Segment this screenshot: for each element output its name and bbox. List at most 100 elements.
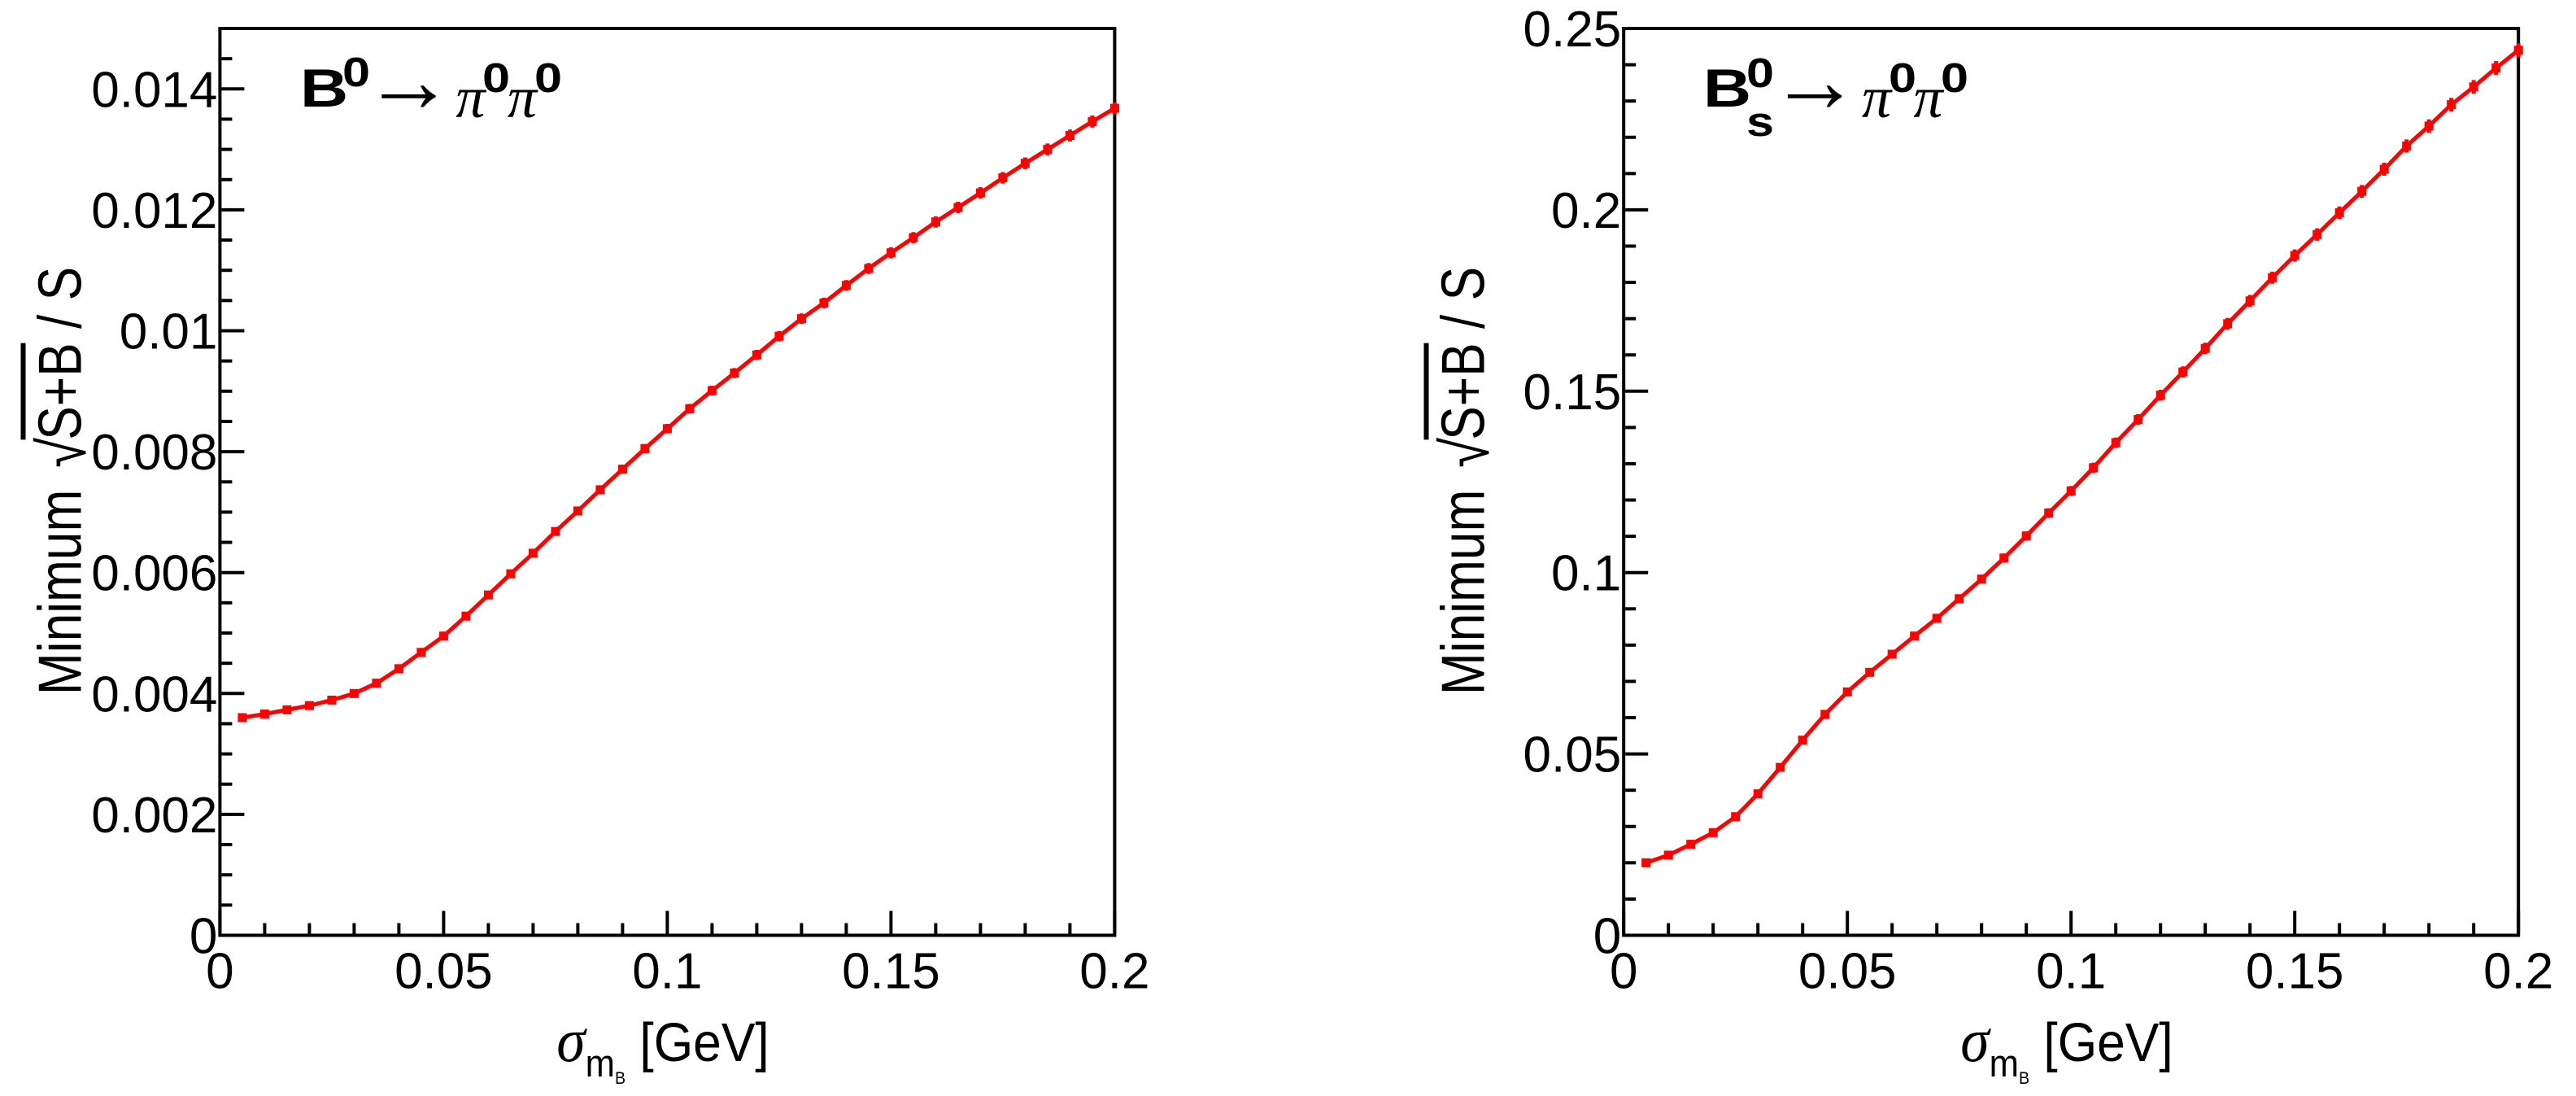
data-point-marker [2491, 63, 2501, 73]
data-point-marker [2021, 531, 2031, 541]
y-axis-title-right: Minimum √S+B / S [1423, 267, 1503, 695]
data-point-marker [372, 679, 381, 688]
data-point-marker [394, 664, 403, 674]
data-point-marker [1663, 850, 1673, 860]
data-point-marker [1932, 613, 1942, 623]
data-point-marker [707, 386, 717, 395]
data-point-marker [685, 404, 695, 413]
x-axis-ticks [218, 910, 1117, 934]
data-point-marker [953, 203, 963, 212]
data-point-marker [1776, 762, 1785, 772]
plot-area-left: 0 0.05 0.1 0.15 0.2 0 0.002 0.004 0.006 0.008 0.01… [91, 27, 1150, 1000]
y-axis-ticks [1625, 27, 1649, 937]
data-point-marker [2089, 463, 2099, 473]
data-point-marker [1887, 649, 1897, 659]
y-tick-labels: 0 0.002 0.004 0.006 0.008 0.01 0.012 0.014 [91, 62, 217, 964]
particle-symbol: B [300, 58, 349, 118]
data-point-marker [909, 233, 918, 242]
data-point-marker [1865, 667, 1875, 677]
y-title-radicand: S+B [20, 343, 94, 440]
data-point-marker [2155, 391, 2165, 400]
y-axis-ticks [221, 27, 245, 937]
x-title-sub-m: m [585, 1042, 615, 1085]
x-tick-label: 0.2 [2483, 944, 2553, 1000]
x-title-sub-m: m [1989, 1042, 2019, 1085]
data-point-marker [2357, 186, 2367, 196]
data-point-marker [2469, 82, 2478, 92]
x-tick-label: 0.05 [394, 944, 493, 1000]
data-point-marker [752, 350, 761, 360]
x-tick-label: 0.15 [842, 944, 940, 1000]
data-point-marker [2178, 367, 2188, 377]
data-point-marker [1977, 574, 1986, 584]
y-tick-label: 0.002 [91, 788, 217, 844]
data-point-marker [238, 713, 247, 723]
data-point-marker [2379, 164, 2389, 174]
data-point-marker [282, 705, 292, 714]
data-point-marker [841, 281, 851, 290]
data-point-marker [2200, 343, 2210, 353]
data-point-marker [2268, 273, 2277, 282]
plot-area-right: 0 0.05 0.1 0.15 0.2 0 0.05 0.1 0.15 0.2 0.25 [1523, 2, 2554, 1000]
data-curve [1645, 48, 2520, 865]
data-point-marker [2111, 438, 2121, 448]
data-point-marker [1641, 858, 1651, 867]
decay-annotation-left: B0→π0π0 [300, 29, 562, 131]
data-point-marker [438, 631, 448, 641]
data-point-marker [1798, 736, 1807, 745]
data-point-marker [1910, 631, 1920, 641]
data-point-marker [617, 465, 627, 474]
data-point-marker [349, 688, 359, 698]
x-title-units: [GeV] [639, 1012, 769, 1073]
y-title-suffix: / S [25, 266, 94, 343]
y-tick-label: 0.012 [91, 183, 217, 239]
x-tick-label: 0.15 [2246, 944, 2344, 1000]
x-title-sub: mB [1989, 1042, 2030, 1088]
data-point-marker [2312, 229, 2322, 239]
data-point-marker [1087, 116, 1097, 126]
data-point-marker [1043, 145, 1053, 155]
data-markers [1641, 46, 2523, 867]
data-point-marker [2513, 46, 2523, 55]
data-point-marker [998, 173, 1008, 183]
data-point-marker [327, 695, 337, 705]
data-curve [242, 106, 1116, 720]
data-point-marker [1731, 812, 1741, 822]
y-title-radicand: S+B [1423, 343, 1497, 440]
y-tick-label: 0.01 [120, 304, 218, 360]
x-title-subsub: B [2018, 1068, 2030, 1088]
sigma-symbol: σ [1960, 1005, 1990, 1075]
y-tick-labels: 0 0.05 0.1 0.15 0.2 0.25 [1523, 2, 1622, 965]
x-title-units: [GeV] [2043, 1012, 2173, 1073]
x-title-subsub: B [614, 1068, 626, 1088]
y-tick-label: 0.008 [91, 425, 217, 481]
data-point-marker [2066, 486, 2076, 496]
data-point-marker [1020, 159, 1030, 168]
x-tick-labels: 0 0.05 0.1 0.15 0.2 [206, 944, 1149, 1000]
x-tick-label: 0.05 [1798, 944, 1897, 1000]
particle-symbol: B [1703, 58, 1752, 118]
data-point-marker [1820, 710, 1830, 719]
radical-sign-icon: √ [1429, 438, 1503, 468]
data-point-marker [595, 485, 605, 495]
data-point-marker [774, 331, 784, 341]
data-point-marker [416, 648, 426, 657]
y-tick-label: 0.2 [1551, 183, 1621, 239]
radical-sign-icon: √ [26, 438, 100, 468]
plot-frame [218, 27, 1117, 937]
x-tick-labels: 0 0.05 0.1 0.15 0.2 [1610, 944, 2553, 1000]
plot-frame [1622, 27, 2521, 937]
particle-superscript: 0 [1746, 50, 1775, 96]
y-tick-label: 0.15 [1523, 365, 1622, 421]
data-point-marker [1753, 789, 1763, 799]
y-tick-label: 0 [1593, 909, 1621, 965]
data-point-marker [551, 526, 560, 536]
data-point-marker [2334, 207, 2344, 217]
data-point-marker [662, 424, 672, 434]
data-point-marker [259, 710, 269, 719]
data-point-marker [1109, 103, 1119, 113]
x-tick-label: 0.2 [1079, 944, 1149, 1000]
y-tick-label: 0.1 [1551, 546, 1621, 602]
sigma-symbol: σ [556, 1005, 586, 1075]
y-tick-label: 0 [190, 909, 217, 965]
